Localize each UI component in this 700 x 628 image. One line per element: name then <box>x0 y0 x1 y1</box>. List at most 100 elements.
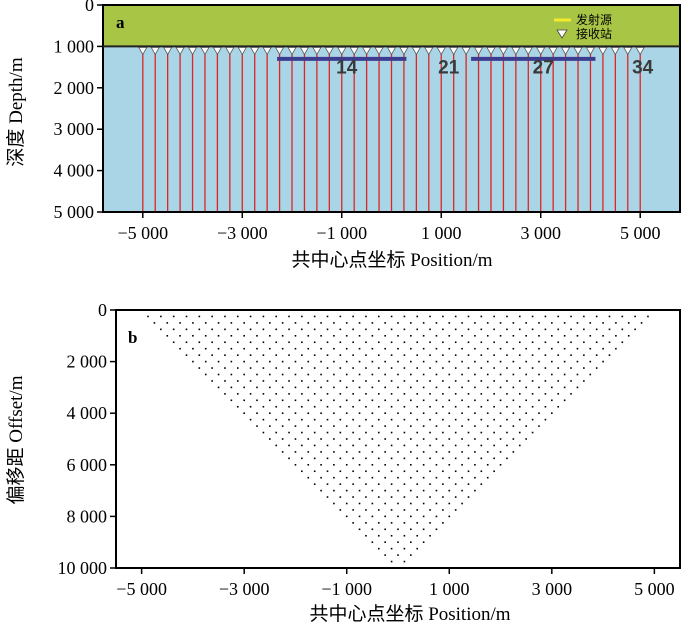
midpoint-dot <box>454 341 457 344</box>
midpoint-dot <box>442 315 444 318</box>
midpoint-dot <box>493 405 495 408</box>
y-axis-b: 0 2 000 4 000 6 000 8 000 10 000 <box>58 300 116 578</box>
panel-label: a <box>116 13 125 32</box>
midpoint-dot <box>403 354 406 356</box>
midpoint-dot <box>563 347 566 350</box>
midpoint-dot <box>358 412 361 414</box>
midpoint-dot <box>474 322 476 324</box>
midpoint-dot <box>352 470 354 473</box>
midpoint-dot <box>403 496 406 498</box>
midpoint-dot <box>204 322 207 324</box>
midpoint-dot <box>384 515 386 518</box>
midpoint-dot <box>275 328 278 331</box>
midpoint-dot <box>634 315 636 318</box>
midpoint-dot <box>467 393 470 395</box>
midpoint-dot <box>249 418 252 421</box>
midpoint-dot <box>493 457 495 460</box>
midpoint-dot <box>294 412 297 414</box>
midpoint-dot <box>467 444 470 447</box>
midpoint-dot <box>442 496 444 498</box>
midpoint-dot <box>615 335 617 337</box>
midpoint-dot <box>403 470 406 473</box>
midpoint-dot <box>275 354 278 356</box>
midpoint-dot <box>621 341 624 344</box>
legend-receiver-swatch <box>556 29 568 39</box>
annotation-label: 21 <box>438 57 460 78</box>
midpoint-dot <box>352 367 354 369</box>
midpoint-dot <box>557 405 560 408</box>
midpoint-dot <box>576 335 579 337</box>
midpoint-dot <box>506 315 508 318</box>
midpoint-dot <box>429 380 431 382</box>
midpoint-dot <box>544 405 547 408</box>
midpoint-dot <box>525 373 527 376</box>
midpoint-dot <box>384 528 386 531</box>
midpoint-dot <box>371 515 374 518</box>
midpoint-dot <box>397 386 399 389</box>
midpoint-dot <box>352 393 354 395</box>
midpoint-dot <box>480 444 483 447</box>
midpoint-dot <box>281 335 284 337</box>
midpoint-dot <box>345 373 348 376</box>
midpoint-dot <box>390 367 393 369</box>
midpoint-dot <box>512 399 515 402</box>
midpoint-dot <box>422 373 425 376</box>
midpoint-dot <box>480 431 483 434</box>
midpoint-dot <box>307 412 310 414</box>
midpoint-dot <box>333 464 335 466</box>
midpoint-dot <box>480 380 483 382</box>
midpoint-dot <box>627 322 630 324</box>
midpoint-dot <box>313 380 316 382</box>
midpoint-dot <box>243 347 245 350</box>
midpoint-dot <box>192 335 194 337</box>
midpoint-dot <box>621 315 624 318</box>
midpoint-dot <box>358 464 361 466</box>
midpoint-dot <box>301 367 303 369</box>
midpoint-dot <box>236 393 239 395</box>
midpoint-dot <box>371 399 374 402</box>
midpoint-dot <box>281 347 284 350</box>
midpoint-dot <box>397 412 399 414</box>
midpoint-dot <box>269 322 271 324</box>
midpoint-dot <box>262 431 265 434</box>
midpoint-dot <box>493 341 495 344</box>
midpoint-dot <box>288 354 290 356</box>
midpoint-dot <box>352 315 354 318</box>
midpoint-dot <box>538 425 540 427</box>
x-tick-label: −1 000 <box>316 223 367 243</box>
midpoint-dot <box>397 347 399 350</box>
midpoint-dot <box>313 393 316 395</box>
midpoint-dot <box>557 315 560 318</box>
midpoint-dot <box>525 386 527 389</box>
midpoint-dot <box>429 341 431 344</box>
midpoint-dot <box>243 412 245 414</box>
midpoint-dot <box>377 470 380 473</box>
midpoint-dot <box>185 341 188 344</box>
midpoint-dot <box>358 476 361 479</box>
midpoint-dot <box>570 380 572 382</box>
midpoint-dot <box>358 502 361 505</box>
midpoint-dot <box>512 347 515 350</box>
midpoint-dot <box>583 328 585 331</box>
midpoint-dot <box>518 328 521 331</box>
midpoint-dot <box>538 412 540 414</box>
midpoint-dot <box>179 347 181 350</box>
midpoint-dot <box>288 457 290 460</box>
midpoint-dot <box>262 405 265 408</box>
midpoint-dot <box>313 431 316 434</box>
midpoint-dot <box>429 483 431 485</box>
midpoint-dot <box>544 341 547 344</box>
midpoint-dot <box>390 418 393 421</box>
midpoint-dot <box>410 425 412 427</box>
midpoint-dot <box>345 360 348 363</box>
midpoint-dot <box>281 412 284 414</box>
midpoint-dot <box>403 431 406 434</box>
midpoint-dot <box>275 367 278 369</box>
midpoint-dot <box>307 438 310 440</box>
midpoint-dot <box>570 341 572 344</box>
midpoint-dot <box>486 451 489 453</box>
y-tick-label: 1 000 <box>54 36 95 56</box>
midpoint-dot <box>301 431 303 434</box>
midpoint-dot <box>339 315 342 318</box>
midpoint-dot <box>281 373 284 376</box>
